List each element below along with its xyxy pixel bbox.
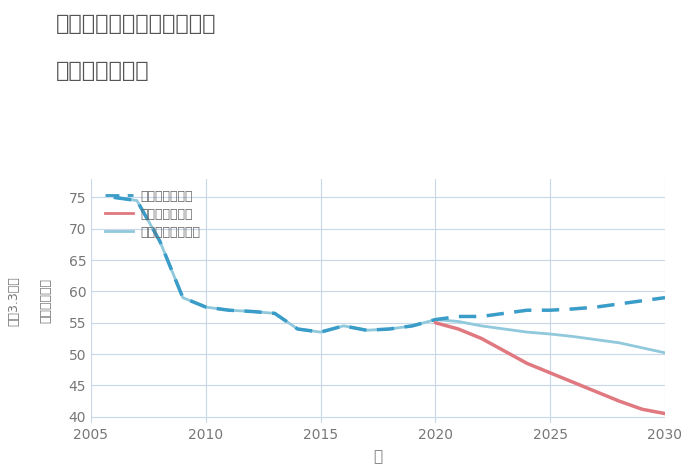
ノーマルシナリオ	[316, 329, 325, 335]
グッドシナリオ	[270, 311, 279, 316]
グッドシナリオ	[363, 328, 371, 333]
グッドシナリオ	[546, 307, 554, 313]
ノーマルシナリオ	[523, 329, 531, 335]
グッドシナリオ	[133, 198, 141, 204]
バッドシナリオ	[661, 411, 669, 416]
グッドシナリオ	[431, 317, 440, 322]
グッドシナリオ	[155, 238, 164, 244]
グッドシナリオ	[408, 323, 416, 329]
ノーマルシナリオ	[202, 304, 210, 310]
ノーマルシナリオ	[431, 317, 440, 322]
グッドシナリオ	[661, 295, 669, 300]
ノーマルシナリオ	[363, 328, 371, 333]
Text: 単価（万円）: 単価（万円）	[39, 278, 52, 323]
グッドシナリオ	[110, 195, 118, 200]
ノーマルシナリオ	[270, 311, 279, 316]
グッドシナリオ	[615, 301, 623, 307]
ノーマルシナリオ	[293, 326, 302, 332]
ノーマルシナリオ	[178, 295, 187, 300]
バッドシナリオ	[454, 326, 463, 332]
ノーマルシナリオ	[133, 198, 141, 204]
Line: グッドシナリオ: グッドシナリオ	[114, 197, 665, 332]
ノーマルシナリオ	[385, 326, 393, 332]
グッドシナリオ	[202, 304, 210, 310]
グッドシナリオ	[248, 309, 256, 314]
ノーマルシナリオ	[500, 326, 508, 332]
グッドシナリオ	[454, 313, 463, 319]
Text: 奈良県奈良市法蓮佐保山の: 奈良県奈良市法蓮佐保山の	[56, 14, 216, 34]
バッドシナリオ	[523, 360, 531, 366]
ノーマルシナリオ	[661, 350, 669, 356]
バッドシナリオ	[500, 348, 508, 354]
Line: バッドシナリオ: バッドシナリオ	[435, 323, 665, 414]
バッドシナリオ	[431, 320, 440, 326]
バッドシナリオ	[638, 407, 646, 412]
X-axis label: 年: 年	[373, 449, 383, 464]
グッドシナリオ	[385, 326, 393, 332]
グッドシナリオ	[500, 311, 508, 316]
ノーマルシナリオ	[592, 337, 601, 343]
ノーマルシナリオ	[340, 323, 348, 329]
グッドシナリオ	[592, 304, 601, 310]
ノーマルシナリオ	[638, 345, 646, 351]
Text: 坪（3.3㎡）: 坪（3.3㎡）	[8, 276, 20, 326]
Text: 土地の価格推移: 土地の価格推移	[56, 61, 150, 81]
ノーマルシナリオ	[454, 319, 463, 324]
グッドシナリオ	[293, 326, 302, 332]
ノーマルシナリオ	[408, 323, 416, 329]
ノーマルシナリオ	[110, 195, 118, 200]
グッドシナリオ	[569, 306, 577, 312]
グッドシナリオ	[316, 329, 325, 335]
グッドシナリオ	[638, 298, 646, 304]
ノーマルシナリオ	[477, 323, 486, 329]
ノーマルシナリオ	[546, 331, 554, 337]
ノーマルシナリオ	[615, 340, 623, 345]
バッドシナリオ	[592, 389, 601, 394]
ノーマルシナリオ	[225, 307, 233, 313]
バッドシナリオ	[477, 336, 486, 341]
グッドシナリオ	[523, 307, 531, 313]
バッドシナリオ	[569, 379, 577, 385]
グッドシナリオ	[225, 307, 233, 313]
ノーマルシナリオ	[248, 309, 256, 314]
バッドシナリオ	[546, 370, 554, 376]
グッドシナリオ	[178, 295, 187, 300]
ノーマルシナリオ	[569, 334, 577, 339]
Legend: グッドシナリオ, バッドシナリオ, ノーマルシナリオ: グッドシナリオ, バッドシナリオ, ノーマルシナリオ	[103, 187, 203, 241]
グッドシナリオ	[477, 313, 486, 319]
グッドシナリオ	[340, 323, 348, 329]
Line: ノーマルシナリオ: ノーマルシナリオ	[114, 197, 665, 353]
バッドシナリオ	[615, 398, 623, 404]
ノーマルシナリオ	[155, 238, 164, 244]
